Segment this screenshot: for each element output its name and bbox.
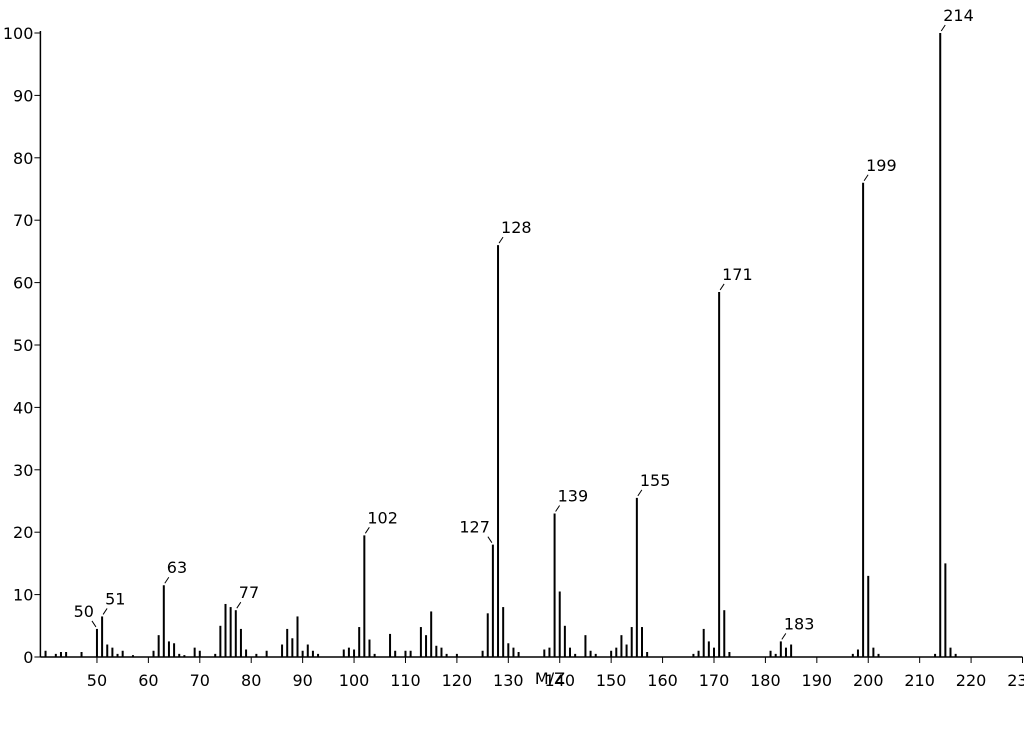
label-leader (487, 536, 493, 543)
y-tick-label: 100 (3, 24, 34, 43)
peak-label: 63 (167, 558, 187, 577)
y-tick-label: 90 (13, 86, 33, 105)
x-tick-label: 100 (339, 671, 370, 690)
label-leader (91, 620, 97, 628)
peak-label: 214 (943, 6, 974, 25)
peak-label: 183 (784, 614, 815, 633)
label-leader (498, 236, 504, 244)
x-tick-label: 160 (647, 671, 678, 690)
x-tick-label: 70 (190, 671, 210, 690)
x-tick-label: 220 (956, 671, 987, 690)
peak-label: 199 (866, 156, 897, 175)
y-tick-label: 60 (13, 274, 33, 293)
x-tick-label: 110 (390, 671, 421, 690)
x-tick-label: 150 (596, 671, 627, 690)
label-leader (940, 24, 946, 32)
peak-label: 51 (105, 589, 125, 608)
peak-label: 155 (640, 471, 671, 490)
peak-label: 139 (558, 486, 589, 505)
y-tick-label: 50 (13, 336, 33, 355)
y-tick-label: 10 (13, 586, 33, 605)
x-tick-label: 90 (292, 671, 312, 690)
peak-label: 127 (459, 518, 490, 537)
label-leader (102, 608, 108, 615)
x-tick-label: 190 (802, 671, 833, 690)
label-leader (637, 489, 643, 497)
label-leader (781, 633, 787, 640)
peak-label: 50 (74, 602, 94, 621)
y-tick-label: 80 (13, 149, 33, 168)
peak-label: 171 (722, 265, 753, 284)
label-leader (863, 174, 869, 182)
label-leader (555, 505, 561, 512)
x-tick-label: 140 (544, 671, 575, 690)
y-tick-label: 0 (23, 648, 33, 667)
peak-label: 128 (501, 218, 532, 237)
x-tick-label: 230 (1007, 671, 1024, 690)
x-tick-label: 80 (241, 671, 261, 690)
label-leader (719, 283, 725, 291)
x-tick-label: 200 (853, 671, 884, 690)
x-tick-label: 120 (442, 671, 473, 690)
x-axis-label: M/Z (535, 669, 565, 688)
label-leader (236, 601, 242, 609)
y-tick-label: 20 (13, 523, 33, 542)
x-tick-label: 180 (750, 671, 781, 690)
y-tick-label: 40 (13, 398, 33, 417)
x-tick-label: 210 (904, 671, 935, 690)
label-leader (164, 576, 170, 584)
x-tick-label: 170 (699, 671, 730, 690)
peak-label: 77 (239, 583, 259, 602)
label-leader (364, 527, 370, 534)
peak-label: 102 (367, 508, 398, 527)
y-tick-label: 30 (13, 461, 33, 480)
y-tick-label: 70 (13, 211, 33, 230)
x-tick-label: 50 (87, 671, 107, 690)
x-tick-label: 130 (493, 671, 524, 690)
x-tick-label: 60 (138, 671, 158, 690)
